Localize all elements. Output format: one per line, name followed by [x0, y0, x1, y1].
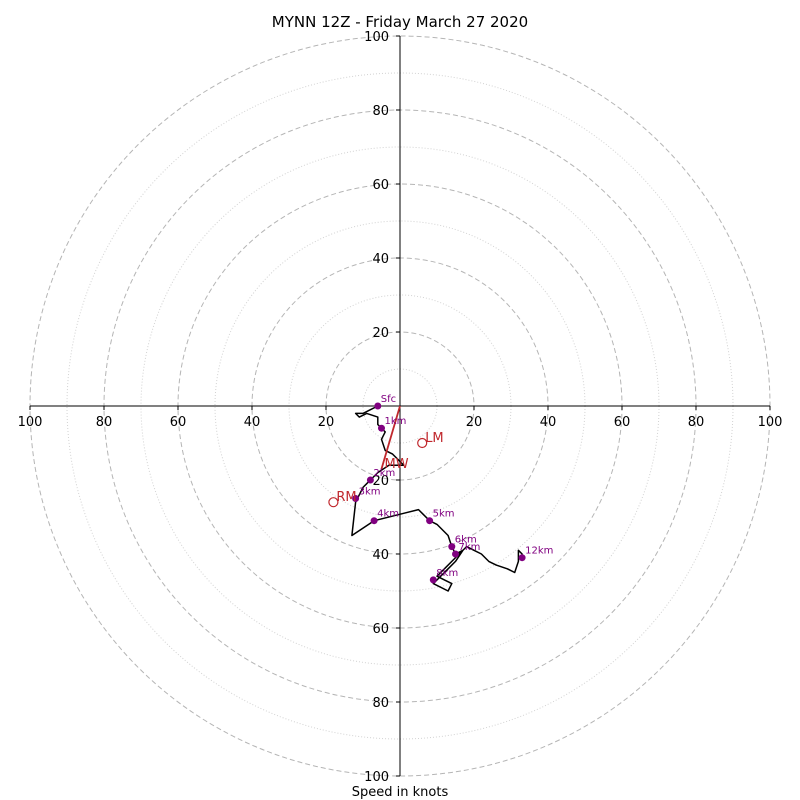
x-tick-label: 80 [96, 415, 113, 430]
x-tick-label: 40 [540, 415, 557, 430]
x-tick-label: 20 [318, 415, 335, 430]
rm-label: RM [336, 490, 356, 505]
y-tick-label: 40 [372, 252, 389, 267]
level-point [352, 495, 360, 502]
y-tick-label: 80 [372, 696, 389, 711]
level-label: 5km [433, 509, 455, 520]
y-tick-label: 20 [372, 474, 389, 489]
x-tick-label: 60 [170, 415, 187, 430]
level-label: 2km [373, 468, 395, 479]
lm-label: LM [425, 431, 443, 446]
x-tick-label: 80 [688, 415, 705, 430]
level-label: 12km [525, 546, 553, 557]
level-point [370, 517, 378, 525]
y-tick-label: 60 [372, 178, 389, 193]
tick-labels: 100 80 60 40 20 20 40 60 80 100 20 40 60 80 100 20 40 60 8… [18, 30, 783, 785]
y-tick-label: 100 [364, 770, 389, 785]
x-tick-label: 100 [18, 415, 43, 430]
mw-label: MW [385, 457, 409, 472]
level-point [448, 543, 456, 551]
y-tick-label: 80 [372, 104, 389, 119]
level-point [426, 517, 434, 525]
level-point [429, 576, 437, 584]
storm-motion-markers: LM RM MW [328, 431, 444, 508]
lm-marker [417, 437, 428, 449]
level-label: 1km [385, 416, 407, 427]
x-tick-label: 60 [614, 415, 631, 430]
y-tick-label: 60 [372, 622, 389, 637]
x-tick-label: 40 [244, 415, 261, 430]
level-point [518, 554, 526, 562]
x-tick-label: 100 [758, 415, 783, 430]
level-point [366, 476, 374, 484]
x-tick-label: 20 [466, 415, 483, 430]
level-point [452, 550, 459, 558]
level-label: 6km [455, 535, 477, 546]
rm-marker [328, 497, 339, 508]
level-label: 3km [359, 487, 381, 498]
level-label: 7km [459, 542, 481, 553]
chart-title: MYNN 12Z - Friday March 27 2020 [272, 13, 528, 31]
y-tick-label: 40 [372, 548, 389, 563]
y-tick-label: 100 [364, 30, 389, 45]
mean-wind-line [380, 405, 401, 470]
y-tick-label: 20 [372, 326, 389, 341]
level-label: 4km [377, 509, 399, 520]
level-label: Sfc [381, 394, 396, 405]
level-point [378, 424, 385, 432]
level-point [374, 402, 382, 410]
x-axis-label: Speed in knots [352, 785, 449, 800]
mean-wind-vector [380, 405, 401, 470]
level-label: 8km [436, 568, 458, 579]
